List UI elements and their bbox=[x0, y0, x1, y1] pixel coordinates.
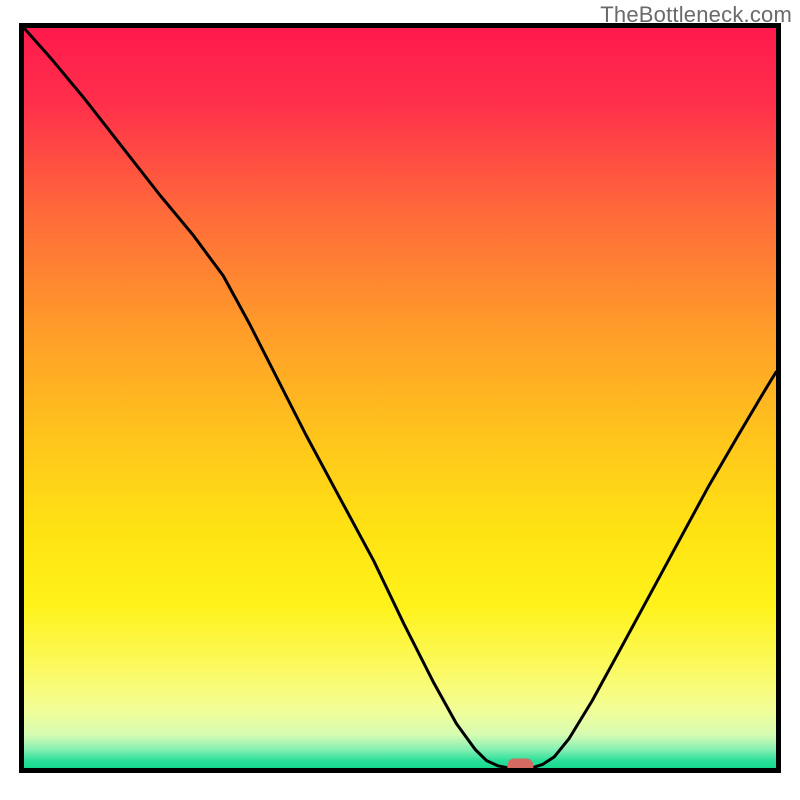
chart-container: TheBottleneck.com bbox=[0, 0, 800, 800]
bottleneck-chart bbox=[0, 0, 800, 800]
chart-background bbox=[24, 28, 776, 768]
